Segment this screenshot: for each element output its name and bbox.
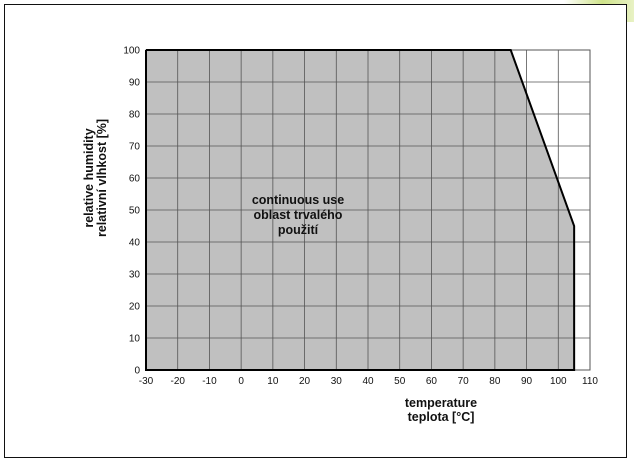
y-tick-label: 60 bbox=[129, 174, 141, 185]
annotation-line-2: oblast trvalého bbox=[254, 208, 343, 222]
x-tick-label: 100 bbox=[550, 376, 567, 387]
y-tick-label: 10 bbox=[129, 334, 141, 345]
x-tick-label: -20 bbox=[170, 376, 185, 387]
y-tick-label: 90 bbox=[129, 78, 141, 89]
x-tick-label: 110 bbox=[582, 376, 598, 387]
x-tick-label: 50 bbox=[394, 376, 406, 387]
y-tick-label: 0 bbox=[134, 366, 140, 377]
x-tick-label: -10 bbox=[202, 376, 217, 387]
annotation-line-1: continuous use bbox=[252, 193, 344, 207]
y-tick-label: 20 bbox=[129, 302, 141, 313]
x-tick-label: 90 bbox=[521, 376, 533, 387]
y-tick-label: 50 bbox=[129, 206, 141, 217]
x-tick-label: 70 bbox=[458, 376, 470, 387]
annotation-line-3: použití bbox=[278, 223, 319, 237]
y-tick-label: 80 bbox=[129, 110, 141, 121]
x-tick-label: 20 bbox=[299, 376, 311, 387]
continuous-use-boundary-line bbox=[145, 49, 576, 371]
y-tick-label: 100 bbox=[123, 46, 140, 57]
y-tick-label: 70 bbox=[129, 142, 141, 153]
x-tick-label: 10 bbox=[267, 376, 279, 387]
x-tick-label: 80 bbox=[489, 376, 501, 387]
x-tick-label: 0 bbox=[238, 376, 244, 387]
y-tick-label: 40 bbox=[129, 238, 141, 249]
x-tick-label: -30 bbox=[139, 376, 154, 387]
y-axis-label-line-1: relative humidity bbox=[82, 128, 96, 227]
x-tick-label: 40 bbox=[362, 376, 374, 387]
y-tick-label: 30 bbox=[129, 270, 141, 281]
x-tick-label: 60 bbox=[426, 376, 438, 387]
x-axis-label-line-1: temperature bbox=[405, 396, 477, 410]
x-axis-label-line-2: teplota [°C] bbox=[408, 410, 475, 424]
x-tick-label: 30 bbox=[331, 376, 343, 387]
y-axis-label-line-2: relativní vlhkost [%] bbox=[95, 119, 109, 237]
